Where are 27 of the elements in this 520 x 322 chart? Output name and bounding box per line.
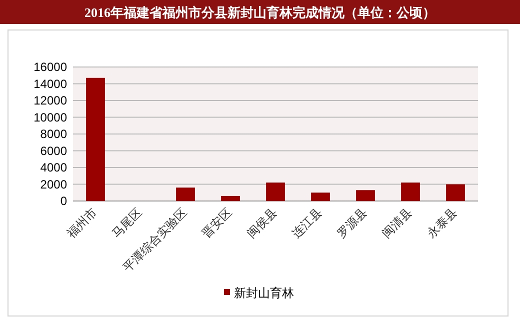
legend-label: 新封山育林 [234,286,294,300]
x-tick-label: 马尾区 [109,205,145,241]
x-tick-label: 晋安区 [199,205,235,241]
x-tick-label: 闽清县 [379,205,415,241]
bar [356,190,375,201]
y-tick-label: 0 [60,194,68,208]
y-tick-label: 6000 [40,144,68,158]
bar [401,182,420,201]
bar [221,196,240,201]
bar [266,182,285,201]
bar [311,192,330,201]
x-tick-label: 罗源县 [334,205,370,241]
bar [176,188,195,201]
y-tick-label: 12000 [34,94,68,108]
y-tick-label: 10000 [34,110,68,124]
chart-title: 2016年福建省福州市分县新封山育林完成情况（单位：公顷） [84,5,436,20]
y-tick-label: 16000 [34,60,68,74]
y-tick-label: 2000 [40,177,68,192]
x-tick-label: 福州市 [64,205,100,241]
y-tick-label: 14000 [34,76,68,91]
y-tick-label: 8000 [40,127,68,141]
bar [86,78,105,201]
x-tick-label: 永泰县 [424,205,460,241]
bar [446,184,465,201]
y-tick-label: 4000 [40,160,68,174]
x-tick-label: 连江县 [289,205,325,241]
x-tick-label: 闽侯县 [244,205,280,241]
